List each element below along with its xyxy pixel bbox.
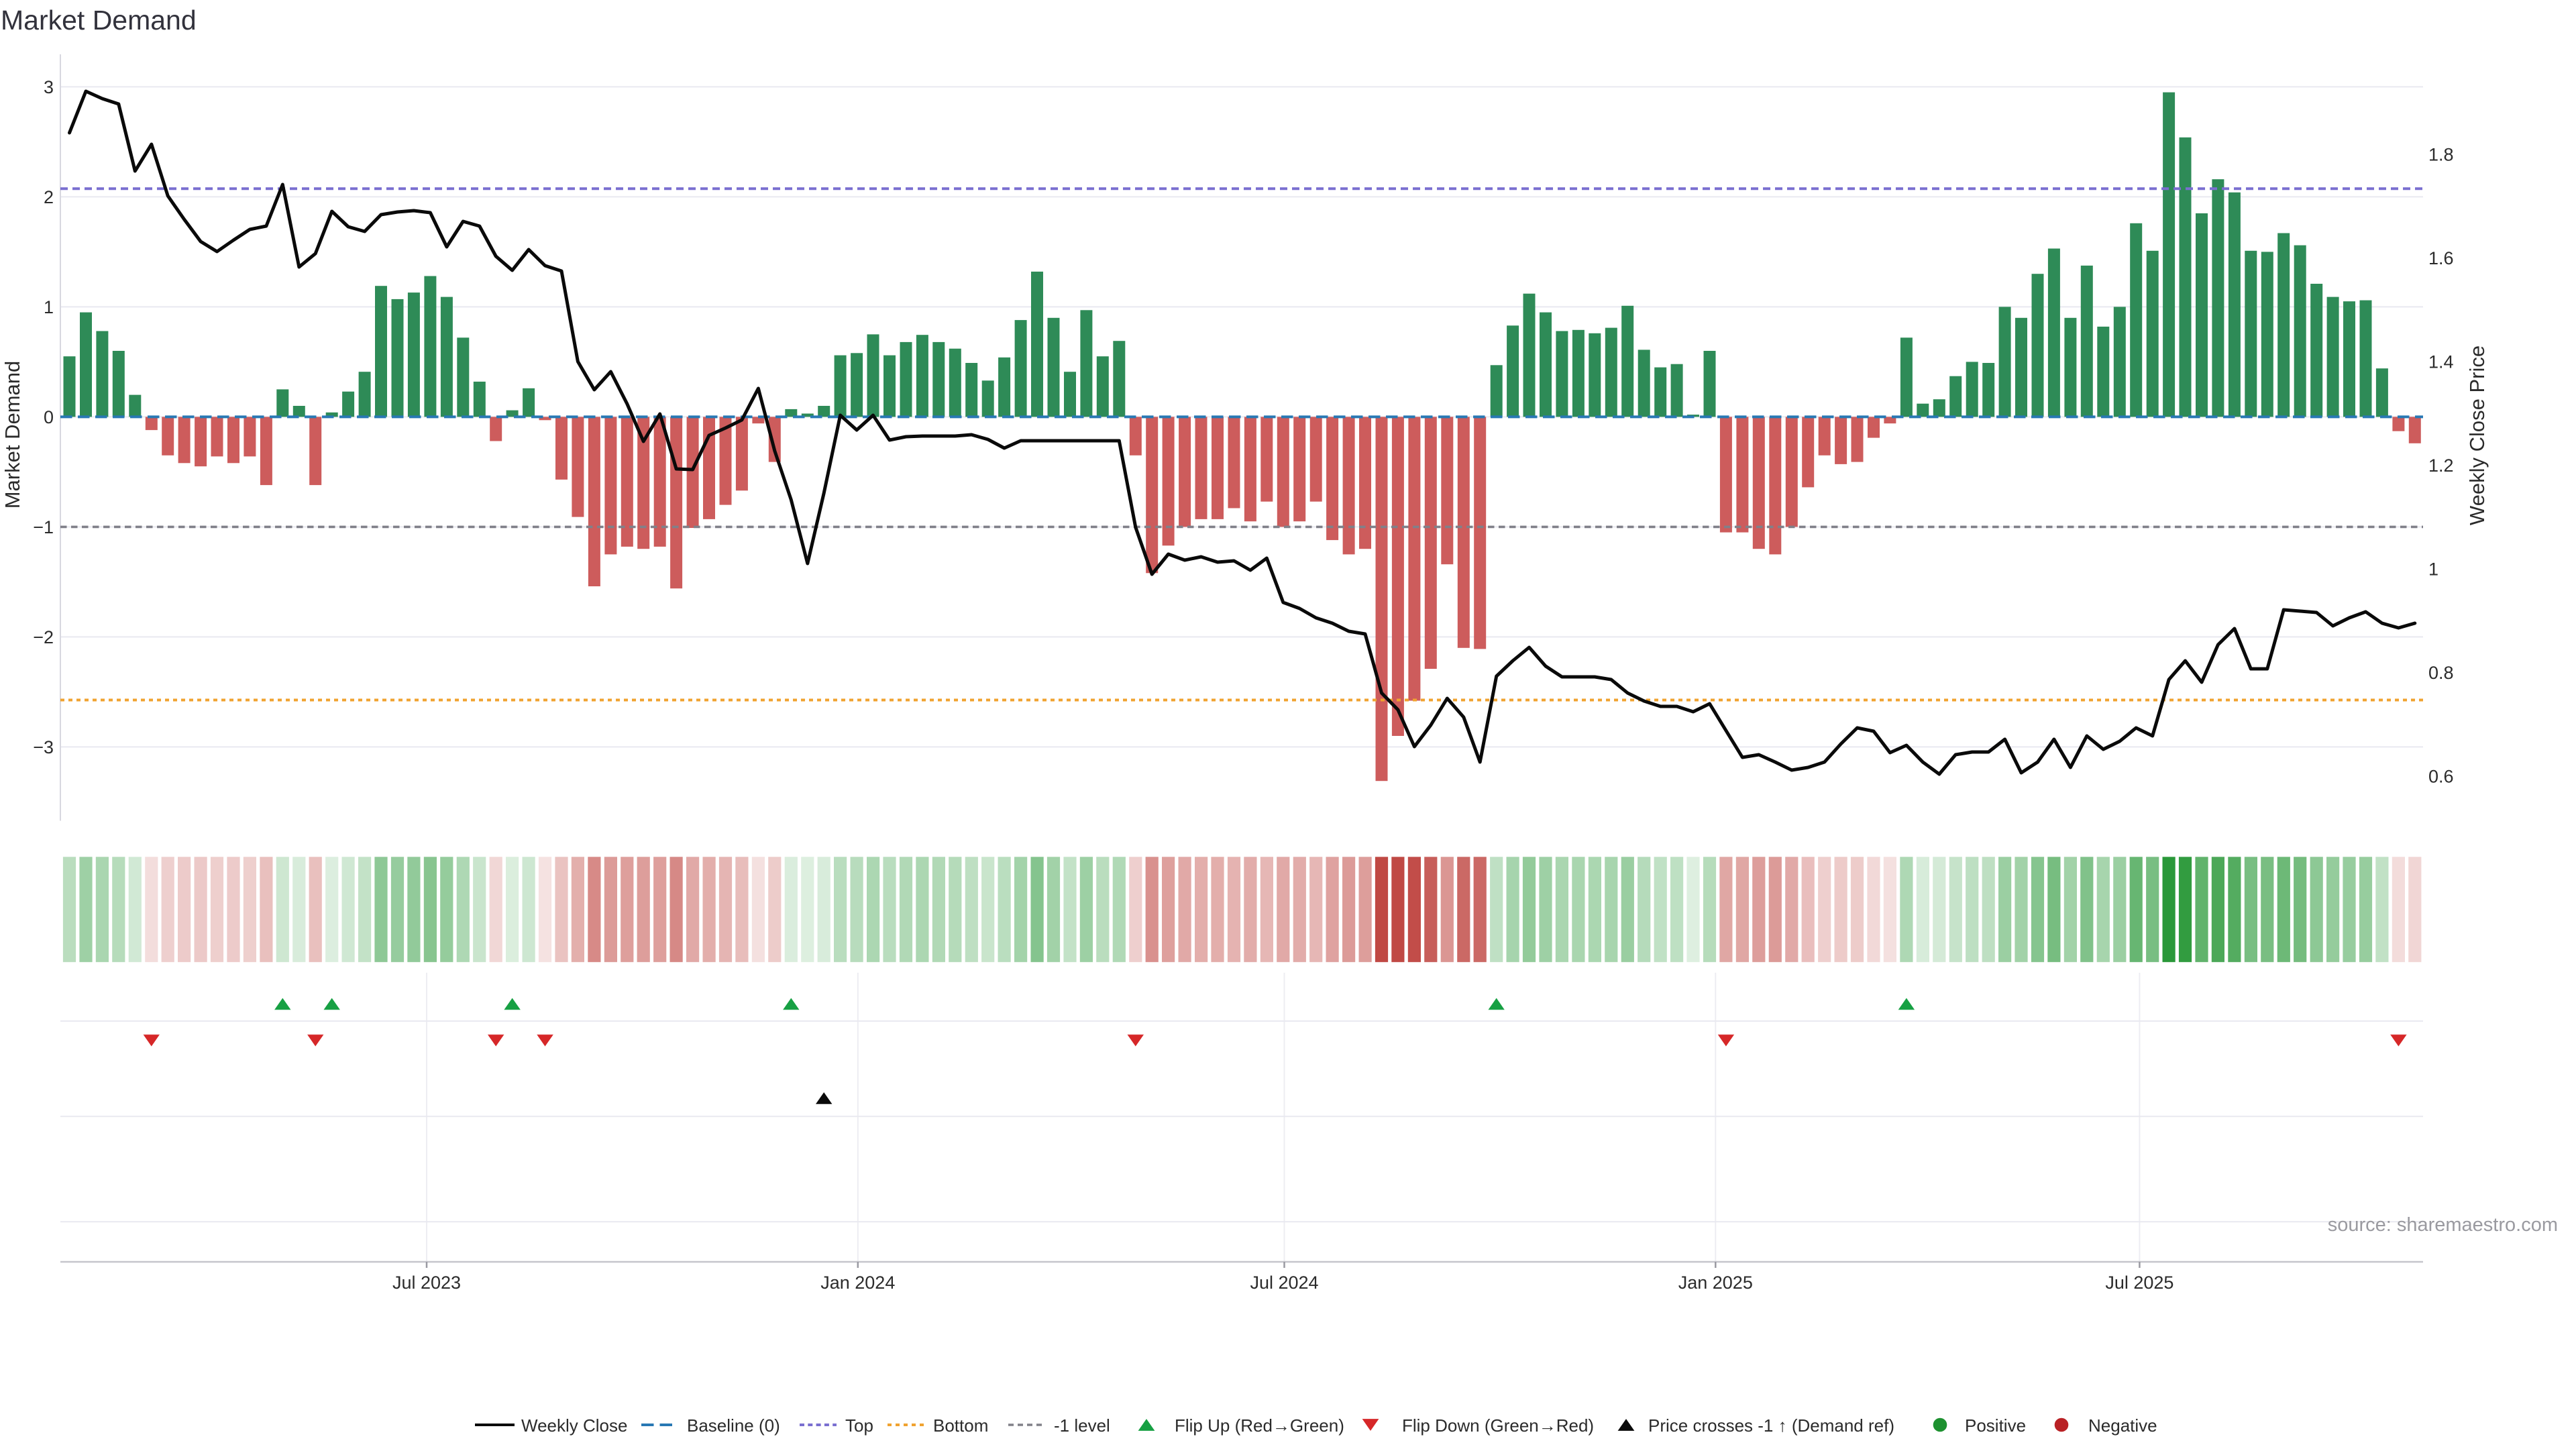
svg-text:Weekly Close: Weekly Close xyxy=(521,1415,627,1436)
svg-text:1.8: 1.8 xyxy=(2428,145,2454,165)
svg-text:Baseline (0): Baseline (0) xyxy=(687,1415,780,1436)
svg-text:Negative: Negative xyxy=(2088,1415,2157,1436)
svg-text:1.6: 1.6 xyxy=(2428,248,2454,268)
svg-text:source: sharemaestro.com: source: sharemaestro.com xyxy=(2328,1214,2558,1236)
svg-text:3: 3 xyxy=(44,77,54,97)
svg-text:Market Demand: Market Demand xyxy=(1,361,24,509)
svg-text:Weekly Close Price: Weekly Close Price xyxy=(2465,345,2489,525)
svg-text:Bottom: Bottom xyxy=(933,1415,988,1436)
svg-text:Jan 2025: Jan 2025 xyxy=(1678,1273,1753,1293)
svg-text:−1: −1 xyxy=(33,517,54,537)
svg-text:1.4: 1.4 xyxy=(2428,352,2454,372)
svg-text:Jul 2023: Jul 2023 xyxy=(392,1273,461,1293)
svg-text:Jan 2024: Jan 2024 xyxy=(820,1273,895,1293)
svg-text:-1 level: -1 level xyxy=(1054,1415,1110,1436)
svg-text:Price crosses -1 ↑ (Demand ref: Price crosses -1 ↑ (Demand ref) xyxy=(1648,1415,1894,1436)
svg-text:Positive: Positive xyxy=(1965,1415,2026,1436)
svg-text:Jul 2025: Jul 2025 xyxy=(2105,1273,2174,1293)
svg-text:2: 2 xyxy=(44,187,54,207)
svg-text:Flip Down (Green→Red): Flip Down (Green→Red) xyxy=(1402,1415,1594,1436)
svg-text:1: 1 xyxy=(44,297,54,317)
svg-text:1: 1 xyxy=(2428,559,2438,580)
svg-text:Market Demand: Market Demand xyxy=(1,5,197,36)
svg-text:Jul 2024: Jul 2024 xyxy=(1250,1273,1318,1293)
svg-text:−2: −2 xyxy=(33,627,54,647)
svg-text:0.8: 0.8 xyxy=(2428,663,2454,683)
svg-text:0.6: 0.6 xyxy=(2428,767,2454,787)
svg-text:−3: −3 xyxy=(33,737,54,757)
svg-text:0: 0 xyxy=(44,407,54,427)
svg-text:1.2: 1.2 xyxy=(2428,455,2454,476)
svg-text:Top: Top xyxy=(845,1415,873,1436)
svg-text:Flip Up (Red→Green): Flip Up (Red→Green) xyxy=(1175,1415,1344,1436)
